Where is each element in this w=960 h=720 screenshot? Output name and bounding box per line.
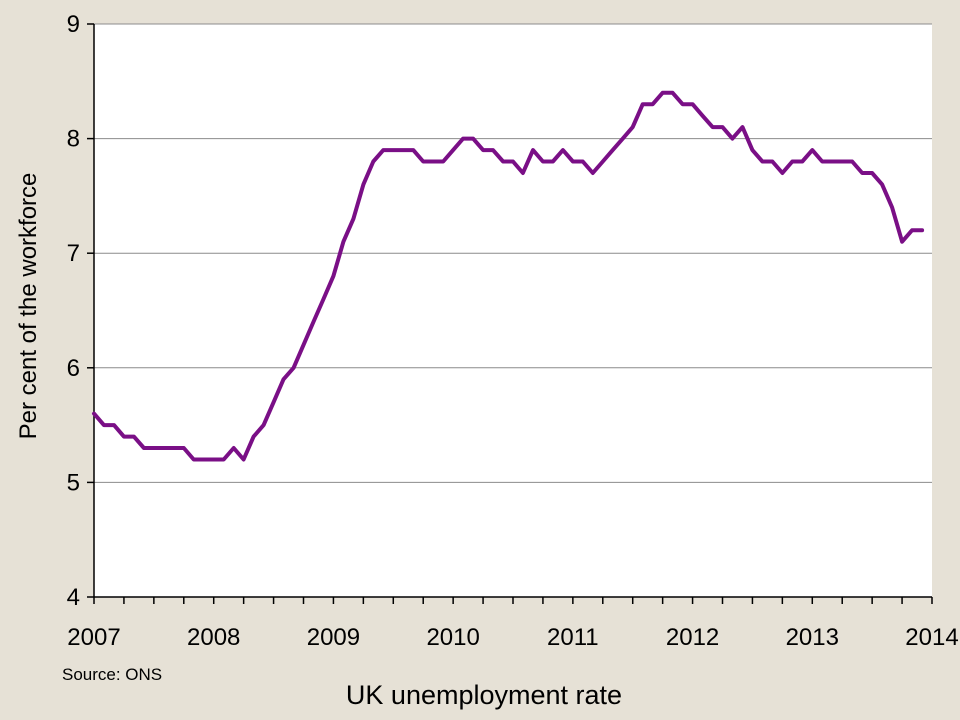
x-tick-label: 2007 [67, 624, 120, 651]
chart-title: UK unemployment rate [346, 680, 622, 710]
series-group [92, 90, 925, 462]
x-tick-label: 2009 [307, 624, 360, 651]
y-axis-title: Per cent of the workforce [15, 173, 42, 440]
x-tick-label: 2014 [905, 624, 958, 651]
y-tick-label: 9 [67, 11, 80, 38]
y-tick-label: 5 [67, 469, 80, 496]
source-note: Source: ONS [62, 665, 162, 684]
x-tick-label: 2008 [187, 624, 240, 651]
x-tick-label: 2011 [547, 624, 599, 651]
y-axis: 4 5 6 7 8 9 [67, 11, 95, 611]
x-tick-label: 2012 [666, 624, 719, 651]
y-tick-label: 7 [67, 240, 80, 267]
plot-area [94, 24, 932, 597]
x-tick-label: 2013 [786, 624, 839, 651]
x-axis: 2007 2008 2009 2010 2011 2012 2013 2014 [67, 596, 959, 651]
x-tick-label: 2010 [426, 624, 479, 651]
y-tick-label: 6 [67, 355, 80, 382]
series-line [92, 90, 925, 462]
y-tick-label: 4 [67, 584, 80, 611]
y-tick-label: 8 [67, 126, 80, 153]
gridlines [94, 23, 932, 483]
